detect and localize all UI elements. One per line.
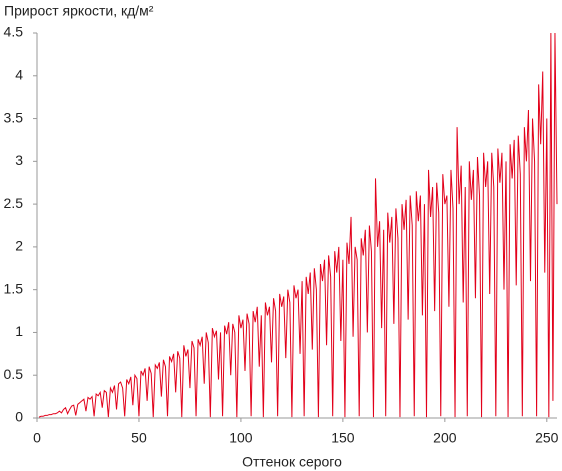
y-tick-label: 4.5 — [4, 24, 24, 40]
y-tick-label: 3.5 — [4, 109, 24, 125]
x-axis-title: Оттенок серого — [242, 454, 342, 470]
x-tick-label: 150 — [331, 430, 355, 446]
x-tick-label: 100 — [229, 430, 253, 446]
y-tick-label: 0 — [15, 409, 23, 425]
y-tick-label: 1 — [15, 323, 23, 339]
y-tick-label: 1.5 — [4, 280, 24, 296]
y-tick-label: 2.5 — [4, 195, 24, 211]
chart-title: Прирост яркости, кд/м² — [4, 3, 154, 19]
y-tick-label: 2 — [15, 238, 23, 254]
x-tick-label: 50 — [131, 430, 147, 446]
y-tick-label: 4 — [15, 66, 23, 82]
x-tick-label: 0 — [33, 430, 41, 446]
x-tick-label: 250 — [535, 430, 559, 446]
y-tick-label: 0.5 — [4, 366, 24, 382]
y-tick-label: 3 — [15, 152, 23, 168]
x-tick-label: 200 — [433, 430, 457, 446]
data-line — [38, 32, 558, 418]
